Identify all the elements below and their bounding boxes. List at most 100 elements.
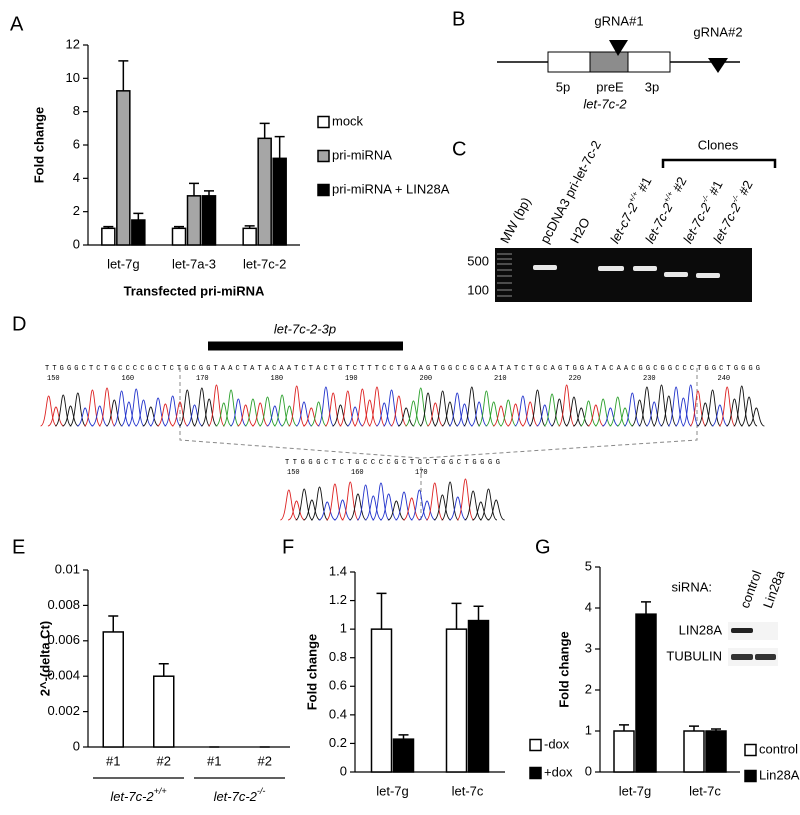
chromatogram-peak	[410, 489, 429, 521]
chromatogram-peak	[142, 406, 159, 427]
chromatogram-peak	[485, 401, 502, 427]
chromatogram-peak	[376, 402, 393, 427]
chromatogram-peak	[83, 389, 101, 427]
chromatogram-peak	[361, 399, 378, 427]
y-tick-label: 0	[73, 236, 80, 251]
diagram-label: gRNA#2	[693, 24, 742, 39]
chromatogram-peak	[390, 395, 408, 427]
y-tick-label: 0.004	[47, 668, 80, 683]
chromatogram-peak	[573, 407, 590, 427]
chromatogram-peak	[62, 405, 79, 427]
legend-swatch	[744, 769, 757, 783]
chromatogram-peak	[667, 386, 685, 427]
y-axis-label: 2^-(delta Ct)	[37, 621, 52, 696]
lane-clone: #2	[734, 178, 756, 201]
chromatogram-peak	[259, 396, 276, 427]
x-tick-label: let-7g	[619, 783, 652, 798]
chromatogram-peak	[339, 390, 357, 427]
x-tick-label: let-7g	[376, 783, 409, 798]
chromatogram-peak	[403, 497, 421, 521]
y-tick-label: 1	[340, 621, 347, 636]
chromatogram-peak	[427, 402, 444, 427]
gel-band	[533, 265, 720, 278]
bar	[102, 631, 124, 748]
chromatogram-peak	[303, 407, 320, 427]
chromatogram-peak	[472, 501, 490, 521]
chromatogram-peak	[521, 401, 539, 427]
chromatogram-peak	[395, 491, 413, 521]
chromatogram-peak	[456, 478, 475, 521]
diagram-label: 3p	[645, 79, 659, 94]
chromatogram-peak	[106, 399, 123, 427]
chromatogram-peak	[543, 393, 561, 427]
position-label: 220	[569, 375, 582, 383]
band-label: TUBULIN	[666, 648, 722, 663]
legend-swatch	[317, 115, 330, 129]
chromatogram-peak	[326, 483, 344, 521]
chromatogram-peak	[448, 392, 466, 427]
group-genotype: +/+	[154, 786, 167, 796]
position-label: 210	[494, 375, 507, 383]
blot-band	[731, 654, 753, 660]
chromatogram-peak	[383, 389, 401, 427]
chromatogram-peak	[288, 385, 306, 427]
chromatogram-peak	[324, 392, 342, 427]
chromatogram-peak	[372, 482, 390, 521]
panel-label: B	[452, 8, 465, 30]
lane-clone: #1	[633, 175, 655, 198]
lane-name: let-7c-2	[642, 200, 676, 246]
diagram-label: preE	[596, 79, 624, 94]
y-tick-label: 1.2	[329, 592, 347, 607]
legend-label: -dox	[544, 736, 570, 751]
chromatogram-peak	[356, 484, 375, 521]
lane-genotype: -/-	[730, 193, 742, 204]
chromatogram-peak	[230, 398, 247, 427]
y-tick-label: 0.6	[329, 678, 347, 693]
bar	[705, 730, 727, 773]
chromatogram-peak	[379, 493, 398, 521]
lane-name: let-7c-2	[710, 200, 744, 246]
chromatogram-peak	[536, 404, 553, 427]
chromatogram-peak	[405, 400, 422, 427]
chromatogram-peak	[733, 385, 751, 427]
y-tick-label: 8	[73, 103, 80, 118]
chromatogram-peak	[280, 489, 298, 521]
clones-label: Clones	[698, 137, 739, 152]
error-bar	[189, 182, 199, 196]
chromatogram-peak	[287, 500, 306, 521]
deletion-connector	[179, 368, 421, 459]
error-bar	[118, 60, 129, 91]
error-bar	[259, 122, 270, 139]
group-genotype: -/-	[257, 786, 266, 796]
error-bar	[158, 663, 169, 677]
chromatogram-peak	[587, 404, 605, 427]
legend-label: +dox	[544, 764, 573, 779]
error-bar	[711, 728, 721, 731]
position-label: 230	[643, 375, 656, 383]
y-tick-label: 3	[585, 640, 592, 655]
grna-marker	[708, 58, 728, 73]
chromatogram-peak	[653, 384, 670, 427]
bar	[116, 90, 131, 246]
chromatogram-peak	[580, 400, 597, 427]
y-tick-label: 0	[340, 763, 347, 778]
legend-label: pri-miRNA	[332, 147, 392, 162]
bar	[613, 730, 635, 773]
pre-element	[589, 51, 629, 73]
chromatogram-peak	[602, 407, 619, 427]
chromatogram-peak	[273, 394, 291, 427]
chromatogram-peak	[529, 389, 546, 427]
chromatogram-peak	[353, 388, 371, 427]
chromatogram-peak	[441, 481, 459, 521]
position-label: 170	[196, 375, 209, 383]
lane-name: H2O	[567, 215, 593, 246]
chromatogram-peak	[266, 405, 284, 427]
x-tick-label: #2	[157, 753, 171, 768]
lane-clone: #1	[704, 178, 726, 201]
group-name: let-7c-2	[110, 789, 154, 804]
group-label: let-7c-2-/-	[214, 786, 266, 804]
chromatogram-peak	[682, 384, 700, 427]
blot-band	[731, 628, 753, 633]
panel-label: G	[535, 536, 551, 558]
chromatogram-peak	[310, 401, 327, 427]
